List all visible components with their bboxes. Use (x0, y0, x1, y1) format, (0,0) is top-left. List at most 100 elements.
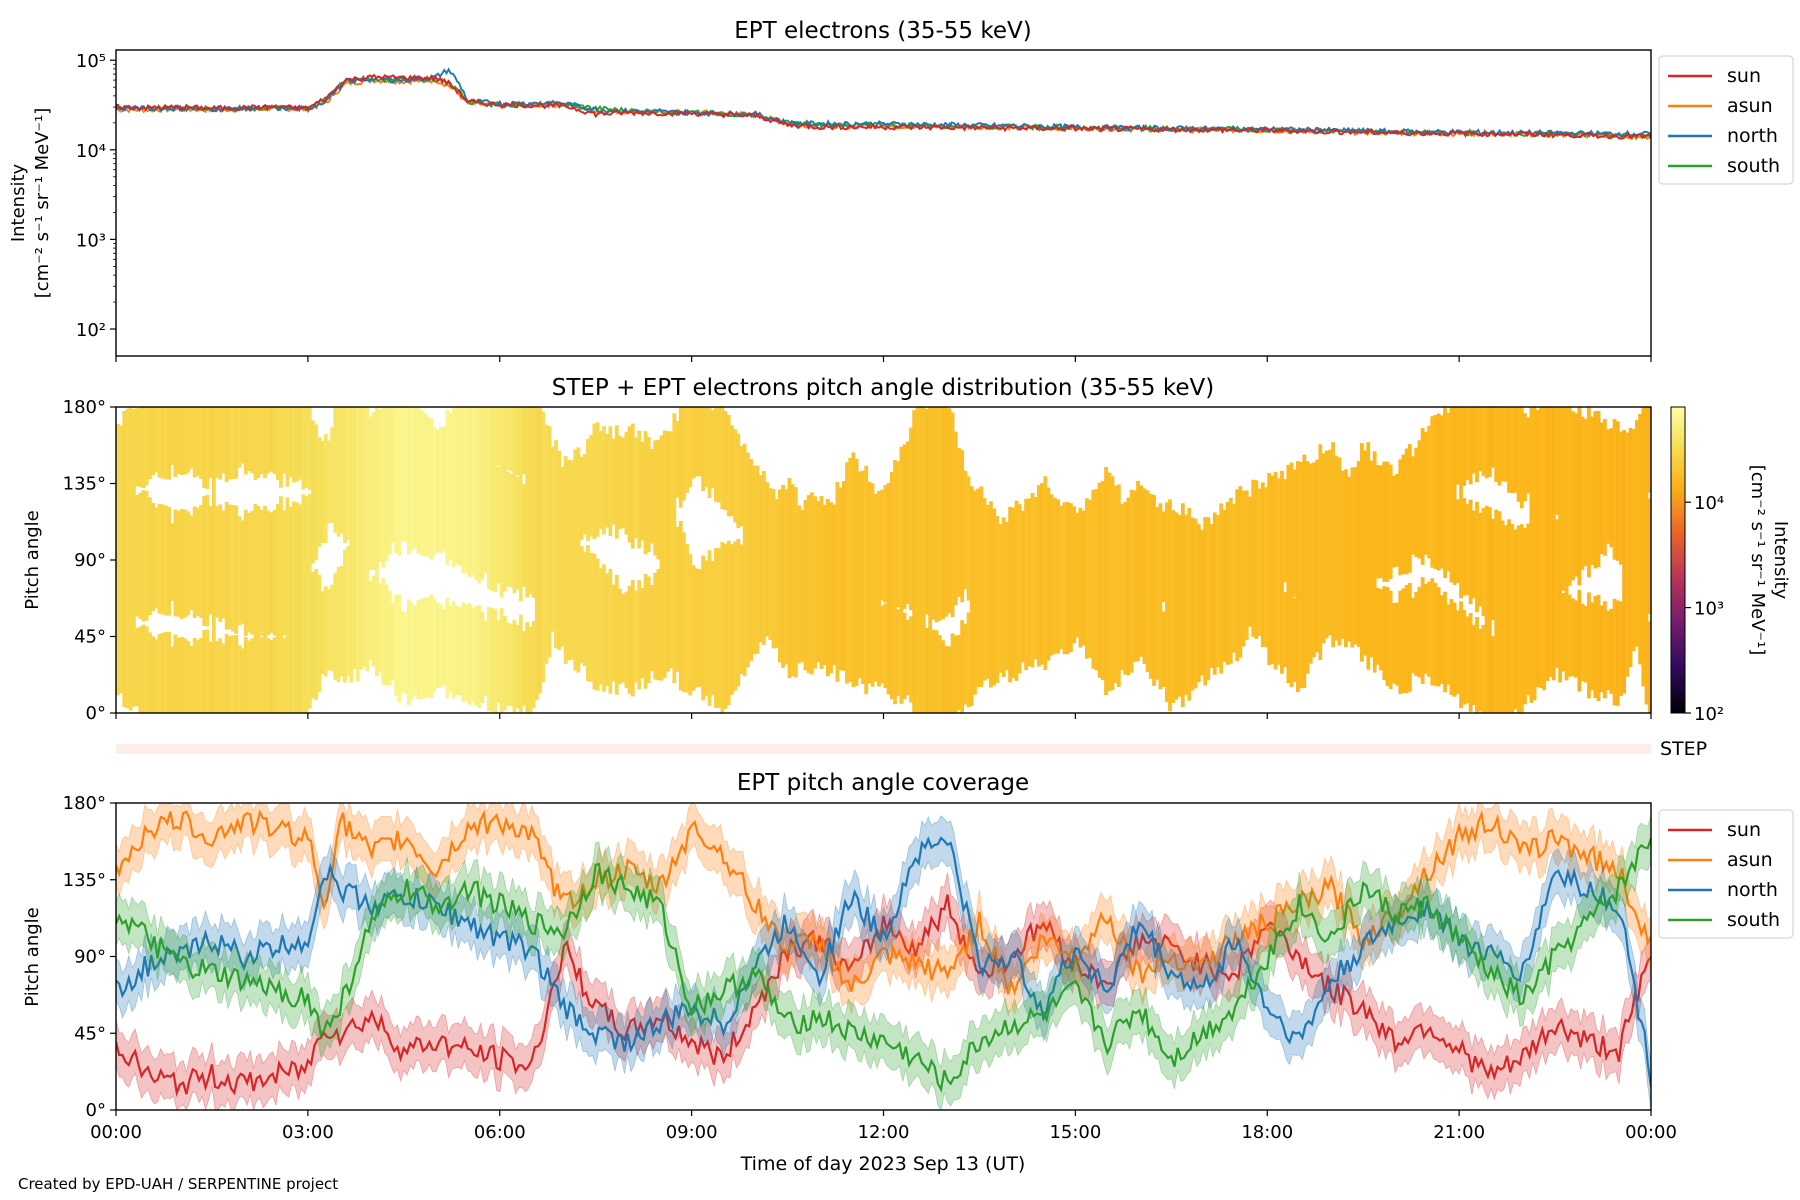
colorbar (1670, 406, 1686, 714)
heatmap-cell (474, 606, 478, 705)
heatmap-cell (1292, 597, 1297, 682)
heatmap-cell (1177, 514, 1182, 697)
heatmap-cell (1539, 407, 1543, 688)
heatmap-cell (1129, 489, 1134, 673)
intensity-ylabel: Intensity (8, 163, 29, 242)
heatmap-cell (423, 412, 427, 557)
heatmap-cell (375, 407, 379, 573)
heatmap-cell (634, 437, 638, 538)
heatmap-cell (1315, 459, 1320, 653)
heatmap-cell (522, 407, 526, 475)
heatmap-cell (1481, 624, 1486, 713)
step-strip (116, 744, 1651, 754)
heatmap-cell (458, 407, 462, 566)
heatmap-cell (365, 407, 370, 672)
heatmap-cell (1104, 467, 1108, 696)
heatmap-cell (247, 640, 251, 713)
heatmap-cell (992, 508, 997, 686)
heatmap-cell (589, 434, 594, 537)
heatmap-cell (640, 441, 645, 541)
heatmap-cell (1478, 628, 1483, 712)
heatmap-cell (496, 466, 501, 584)
heatmap-cell (1401, 454, 1406, 575)
heatmap-cell (218, 504, 223, 623)
intensity-panel-title: EPT electrons (35-55 keV) (734, 18, 1031, 44)
intensity-plot-frame (115, 49, 1652, 357)
intensity-yunit: [cm⁻² s⁻¹ sr⁻¹ MeV⁻¹] (32, 108, 53, 299)
heatmap-cell (429, 594, 434, 698)
heatmap-cell (1347, 476, 1351, 642)
heatmap-cell (336, 567, 341, 683)
heatmap-cell (781, 485, 785, 668)
heatmap-cell (650, 449, 654, 544)
heatmap-cell (320, 440, 325, 544)
heatmap-cell (621, 437, 626, 529)
heatmap-cell (381, 407, 386, 568)
heatmap-cell (1222, 510, 1227, 662)
heatmap-cell (1446, 412, 1451, 572)
heatmap-cell (1427, 581, 1431, 677)
heatmap-cell (557, 450, 562, 650)
heatmap-cell (403, 407, 408, 542)
heatmap-cell (467, 407, 472, 578)
heatmap-cell (1529, 407, 1534, 703)
heatmap-cell (250, 638, 255, 713)
heatmap-cell (1024, 498, 1029, 671)
heatmap-cell (653, 440, 658, 556)
heatmap-cell (221, 407, 226, 474)
heatmap-cell (787, 478, 792, 679)
heatmap-cell (1603, 418, 1607, 556)
heatmap-cell (1040, 483, 1044, 665)
heatmap-cell (1203, 517, 1208, 686)
heatmap-cell (221, 510, 226, 619)
distribution-panel-title: STEP + EPT electrons pitch angle distrib… (552, 375, 1214, 401)
heatmap-cell (1507, 407, 1511, 493)
heatmap-cell (323, 434, 328, 544)
heatmap-cell (934, 630, 939, 713)
heatmap-cell (266, 407, 271, 474)
heatmap-cell (518, 614, 523, 713)
heatmap-cell (1398, 590, 1403, 695)
heatmap-cell (1462, 407, 1467, 486)
heatmap-cell (659, 435, 664, 681)
heatmap-cell (1257, 488, 1262, 636)
heatmap-cell (739, 445, 744, 527)
heatmap-cell (1577, 407, 1582, 586)
heatmap-cell (873, 493, 878, 682)
heatmap-cell (1158, 503, 1163, 690)
distribution-y-tick-label: 180° (63, 397, 106, 418)
heatmap-cell (758, 475, 763, 643)
heatmap-cell (1625, 432, 1630, 677)
heatmap-cell (1497, 407, 1502, 486)
heatmap-cell (419, 598, 424, 699)
heatmap-cell (944, 646, 949, 713)
heatmap-cell (502, 616, 507, 711)
heatmap-cell (1491, 518, 1495, 621)
heatmap-cell (1100, 481, 1105, 681)
heatmap-cell (1455, 407, 1460, 485)
heatmap-cell (1516, 407, 1521, 502)
heatmap-cell (157, 633, 162, 713)
heatmap-cell (989, 501, 993, 688)
heatmap-cell (435, 430, 440, 553)
heatmap-cell (1462, 609, 1467, 705)
heatmap-cell (1420, 577, 1425, 684)
heatmap-cell (1116, 484, 1121, 687)
heatmap-cell (605, 573, 610, 687)
heatmap-cell (160, 504, 165, 615)
heatmap-cell (285, 407, 290, 487)
heatmap-cell (272, 637, 277, 713)
heatmap-cell (870, 483, 875, 687)
heatmap-cell (413, 605, 418, 696)
heatmap-cell (538, 407, 542, 694)
heatmap-cell (650, 585, 654, 672)
heatmap-cell (512, 407, 517, 593)
heatmap-cell (691, 565, 696, 691)
heatmap-cell (1500, 407, 1505, 482)
heatmap-cell (685, 407, 690, 493)
heatmap-cell (371, 575, 376, 667)
heatmap-cell (793, 487, 798, 678)
heatmap-cell (205, 407, 210, 490)
heatmap-cell (1574, 600, 1579, 678)
heatmap-cell (1583, 605, 1588, 683)
